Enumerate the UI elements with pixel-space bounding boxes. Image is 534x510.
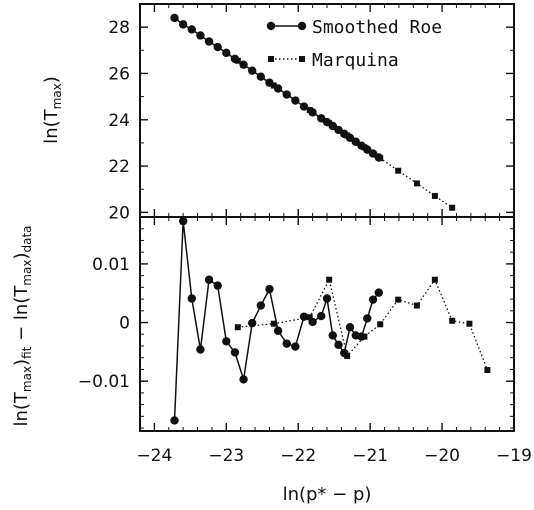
data-point-marquina [344, 352, 351, 359]
data-point-marquina [270, 320, 277, 327]
data-point-marquina [413, 180, 420, 187]
y-tick-label: −0.01 [78, 372, 130, 392]
data-point-smoothed-roe [213, 42, 222, 52]
data-point-marquina [326, 276, 333, 283]
top-y-axis-label: ln(Tmax) [41, 76, 64, 144]
x-tick-label: −23 [208, 446, 244, 466]
data-point-marquina [361, 144, 368, 151]
data-point-marquina [431, 276, 438, 283]
y-tick-label: 26 [108, 64, 130, 84]
data-point-smoothed-roe [187, 294, 196, 303]
y-tick-label: 22 [108, 157, 130, 177]
data-point-smoothed-roe [317, 311, 326, 321]
data-point-smoothed-roe [363, 314, 372, 323]
legend-label-marquina: Marquina [312, 50, 399, 71]
data-point-marquina [234, 324, 241, 331]
data-point-marquina [466, 320, 473, 327]
top-panel-plot [170, 13, 456, 211]
data-point-smoothed-roe [265, 284, 274, 294]
data-point-smoothed-roe [256, 301, 266, 310]
x-tick-label: −19 [496, 446, 532, 466]
data-point-smoothed-roe [282, 339, 291, 348]
data-point-marquina [361, 333, 368, 340]
data-point-smoothed-roe [178, 20, 188, 29]
bottom-y-axis-label: ln(Tmax)fit − ln(Tmax)data [11, 225, 34, 426]
legend: Smoothed Roe Marquina [266, 17, 442, 71]
data-point-smoothed-roe [291, 96, 300, 105]
data-point-smoothed-roe [196, 345, 205, 354]
data-point-smoothed-roe [213, 281, 222, 290]
data-point-smoothed-roe [187, 25, 196, 34]
data-point-smoothed-roe [170, 416, 179, 425]
data-point-marquina [344, 132, 351, 139]
legend-marker-marquina [268, 56, 274, 62]
bottom-panel-plot [170, 216, 491, 425]
data-point-smoothed-roe [230, 348, 240, 357]
data-point-smoothed-roe [204, 275, 214, 284]
data-point-smoothed-roe [170, 13, 179, 23]
data-point-smoothed-roe [328, 331, 337, 340]
data-point-smoothed-roe [196, 31, 205, 40]
x-tick-label: −21 [352, 446, 388, 466]
data-point-smoothed-roe [291, 342, 300, 351]
data-point-marquina [431, 192, 438, 199]
y-tick-label: 0.01 [92, 255, 130, 275]
data-point-smoothed-roe [282, 90, 291, 99]
data-point-smoothed-roe [239, 375, 248, 384]
y-tick-label: 24 [108, 111, 130, 131]
data-point-marquina [449, 204, 456, 211]
data-point-smoothed-roe [222, 48, 231, 58]
data-point-smoothed-roe [222, 337, 231, 346]
y-tick-label: 20 [108, 203, 130, 223]
data-point-smoothed-roe [273, 326, 283, 335]
data-point-smoothed-roe [204, 37, 214, 46]
data-point-marquina [326, 120, 333, 127]
data-point-marquina [484, 367, 491, 374]
x-tick-label: −20 [424, 446, 460, 466]
data-point-marquina [234, 57, 241, 64]
data-point-smoothed-roe [334, 340, 343, 350]
data-point-marquina [413, 302, 420, 309]
data-point-marquina [270, 82, 277, 89]
data-point-marquina [306, 107, 313, 114]
data-point-marquina [306, 314, 313, 321]
y-tick-label: 28 [108, 18, 130, 38]
x-tick-label: −24 [136, 446, 172, 466]
series-line-smoothed-roe [173, 221, 380, 421]
data-point-smoothed-roe [345, 323, 355, 332]
x-axis-label: ln(p* − p) [283, 484, 372, 505]
data-point-smoothed-roe [374, 288, 383, 297]
data-point-smoothed-roe [322, 294, 332, 303]
legend-marker-marquina [299, 56, 305, 62]
y-tick-label: 0 [119, 314, 130, 334]
data-point-marquina [449, 317, 456, 324]
legend-marker-smoothed-roe [297, 21, 307, 31]
data-point-marquina [377, 155, 384, 162]
data-point-marquina [395, 167, 402, 174]
axis-ticks: −24 −23 −22 −21 −20 −19 20 22 24 26 28 −0.01 0 0.01 [78, 3, 532, 466]
legend-marker-smoothed-roe [266, 21, 276, 31]
data-point-smoothed-roe [178, 216, 188, 226]
data-point-marquina [377, 321, 384, 328]
data-point-marquina [395, 296, 402, 303]
data-point-smoothed-roe [368, 295, 378, 304]
legend-label-smoothed-roe: Smoothed Roe [312, 17, 442, 38]
x-tick-label: −22 [280, 446, 316, 466]
